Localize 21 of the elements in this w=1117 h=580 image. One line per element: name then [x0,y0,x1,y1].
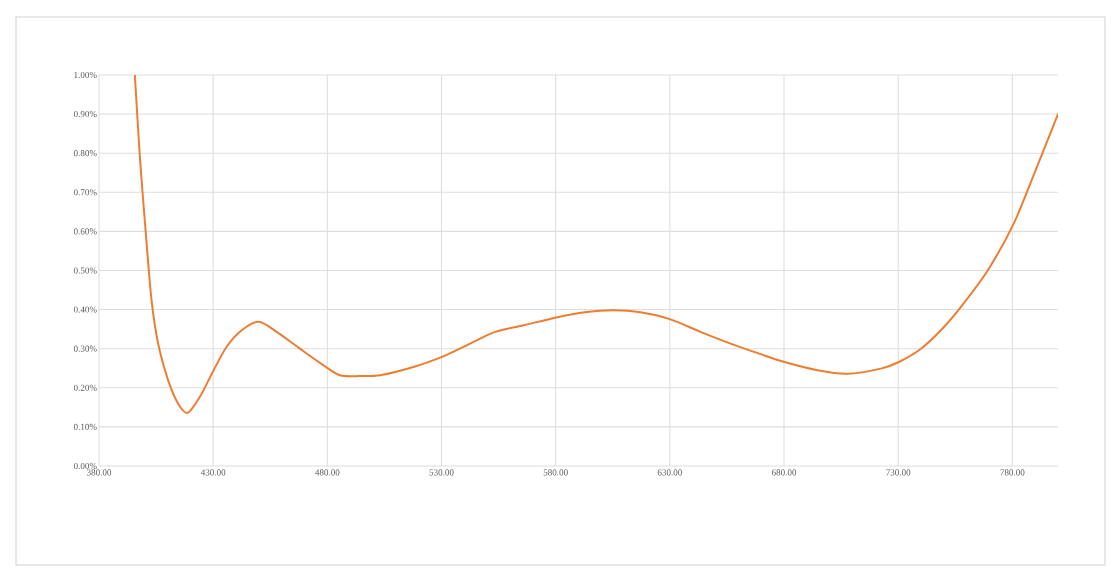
line-series [133,74,1058,414]
x-tick-label: 380.00 [86,469,112,476]
y-tick-label: 1.00% [74,71,97,79]
x-tick-label: 630.00 [657,469,682,476]
x-tick-label: 530.00 [429,469,454,476]
x-tick-label: 780.00 [1000,469,1025,476]
x-tick-label: 680.00 [771,469,797,476]
y-tick-label: 0.00% [73,462,97,470]
y-tick-label: 0.30% [73,345,97,352]
y-tick-label: 0.70% [73,189,97,196]
x-tick-label: 580.00 [543,469,568,476]
y-tick-label: 0.90% [73,110,97,118]
y-tick-label: 0.50% [73,267,97,274]
y-tick-label: 0.20% [73,384,97,391]
y-tick-label: 0.80% [73,150,97,157]
y-tick-label: 0.40% [73,306,97,313]
x-tick-label: 430.00 [200,469,226,476]
y-tick-label: 0.60% [73,228,97,235]
x-tick-label: 730.00 [886,469,911,476]
y-tick-label: 0.10% [73,423,97,430]
x-tick-label: 480.00 [315,469,340,476]
